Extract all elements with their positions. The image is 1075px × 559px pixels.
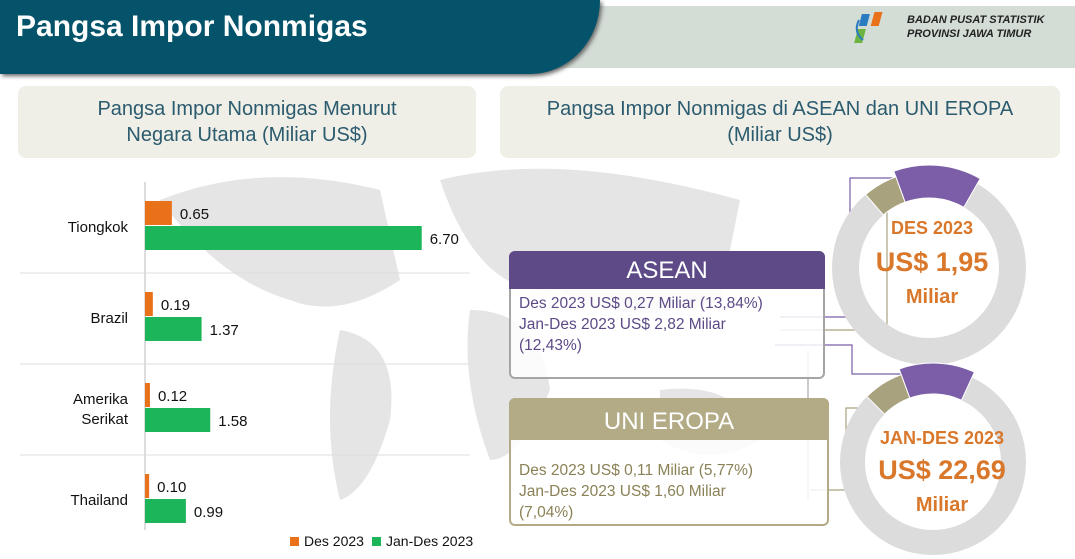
right-title-line1: Pangsa Impor Nonmigas di ASEAN dan UNI E…: [546, 98, 1014, 120]
donut1-period: DES 2023: [890, 218, 974, 238]
donut-segment-asean: [898, 362, 976, 401]
donut-segment-eu: [866, 373, 911, 415]
bar-value-label: 0.99: [194, 504, 223, 521]
bar-value-label: 0.12: [158, 388, 187, 405]
category-label: Amerika: [73, 391, 129, 408]
category-label: Serikat: [81, 411, 129, 428]
donut-segment-eu: [864, 176, 906, 216]
donut1-value: US$ 1,95: [875, 247, 989, 277]
eu-label: UNI EROPA: [509, 398, 829, 440]
bar-des: [145, 201, 172, 225]
bar-value-label: 1.37: [210, 322, 239, 339]
legend-swatch-jandes: [372, 537, 381, 546]
header: Pangsa Impor Nonmigas: [0, 0, 600, 74]
org-line1: BADAN PUSAT STATISTIK: [907, 14, 1045, 26]
asean-line1: Des 2023 US$ 0,27 Miliar (13,84%): [519, 295, 763, 312]
category-label: Tiongkok: [68, 219, 129, 236]
eu-line3: (7,04%): [519, 504, 574, 521]
bar-value-label: 0.65: [180, 206, 209, 223]
asean-label: ASEAN: [509, 251, 825, 289]
bar-des: [145, 292, 153, 316]
eu-text: Des 2023 US$ 0,11 Miliar (5,77%) Jan-Des …: [519, 460, 753, 523]
org-name: BADAN PUSAT STATISTIK PROVINSI JAWA TIMUR: [907, 13, 1045, 41]
asean-line2: Jan-Des 2023 US$ 2,82 Miliar: [519, 316, 726, 333]
right-panel-title: Pangsa Impor Nonmigas di ASEAN dan UNI E…: [500, 86, 1060, 158]
bar-jandes: [145, 226, 422, 250]
donut1-unit: Miliar: [905, 286, 959, 308]
asean-box: ASEAN Des 2023 US$ 0,27 Miliar (13,84%) J…: [509, 251, 825, 379]
legend-jandes: Jan-Des 2023: [372, 533, 473, 549]
bar-des: [145, 383, 150, 407]
asean-text: Des 2023 US$ 0,27 Miliar (13,84%) Jan-Des…: [519, 293, 763, 356]
category-label: Brazil: [90, 310, 128, 327]
left-title-line2: Negara Utama (Miliar US$): [126, 124, 368, 146]
bar-value-label: 1.58: [218, 413, 247, 430]
asean-line3: (12,43%): [519, 337, 582, 354]
donut-segment-asean: [893, 164, 981, 208]
eu-line1: Des 2023 US$ 0,11 Miliar (5,77%): [519, 462, 754, 479]
left-title-line1: Pangsa Impor Nonmigas Menurut: [97, 98, 397, 120]
legend-des: Des 2023: [290, 533, 364, 549]
bar-chart: Tiongkok 0.65 6.70 Brazil 0.19 1.37 Amerika Ser…: [20, 182, 470, 530]
bar-value-label: 0.10: [157, 479, 186, 496]
eu-line2: Jan-Des 2023 US$ 1,60 Miliar: [519, 483, 726, 500]
page-title: Pangsa Impor Nonmigas: [16, 10, 368, 43]
org-line2: PROVINSI JAWA TIMUR: [907, 28, 1032, 40]
donut1-center: DES 2023 US$ 1,95 Miliar: [847, 218, 1017, 309]
donut2-period: JAN-DES 2023: [879, 428, 1005, 448]
bar-jandes: [145, 408, 211, 432]
category-label: Thailand: [70, 492, 128, 509]
bar-des: [145, 474, 150, 498]
donut2-center: JAN-DES 2023 US$ 22,69 Miliar: [857, 428, 1027, 517]
bar-value-label: 6.70: [430, 231, 459, 248]
right-title-line2: (Miliar US$): [727, 124, 833, 146]
legend-swatch-des: [290, 537, 299, 546]
legend-label-jandes: Jan-Des 2023: [386, 533, 474, 549]
eu-box: UNI EROPA Des 2023 US$ 0,11 Miliar (5,77…: [509, 398, 829, 526]
donut2-unit: Miliar: [915, 494, 969, 516]
bps-logo-icon: [854, 12, 883, 43]
left-panel-title: Pangsa Impor Nonmigas Menurut Negara Utam…: [18, 86, 476, 158]
legend-label-des: Des 2023: [304, 533, 364, 549]
bar-value-label: 0.19: [161, 297, 190, 314]
bar-jandes: [145, 317, 202, 341]
donut2-value: US$ 22,69: [878, 455, 1006, 485]
bar-jandes: [145, 499, 186, 523]
